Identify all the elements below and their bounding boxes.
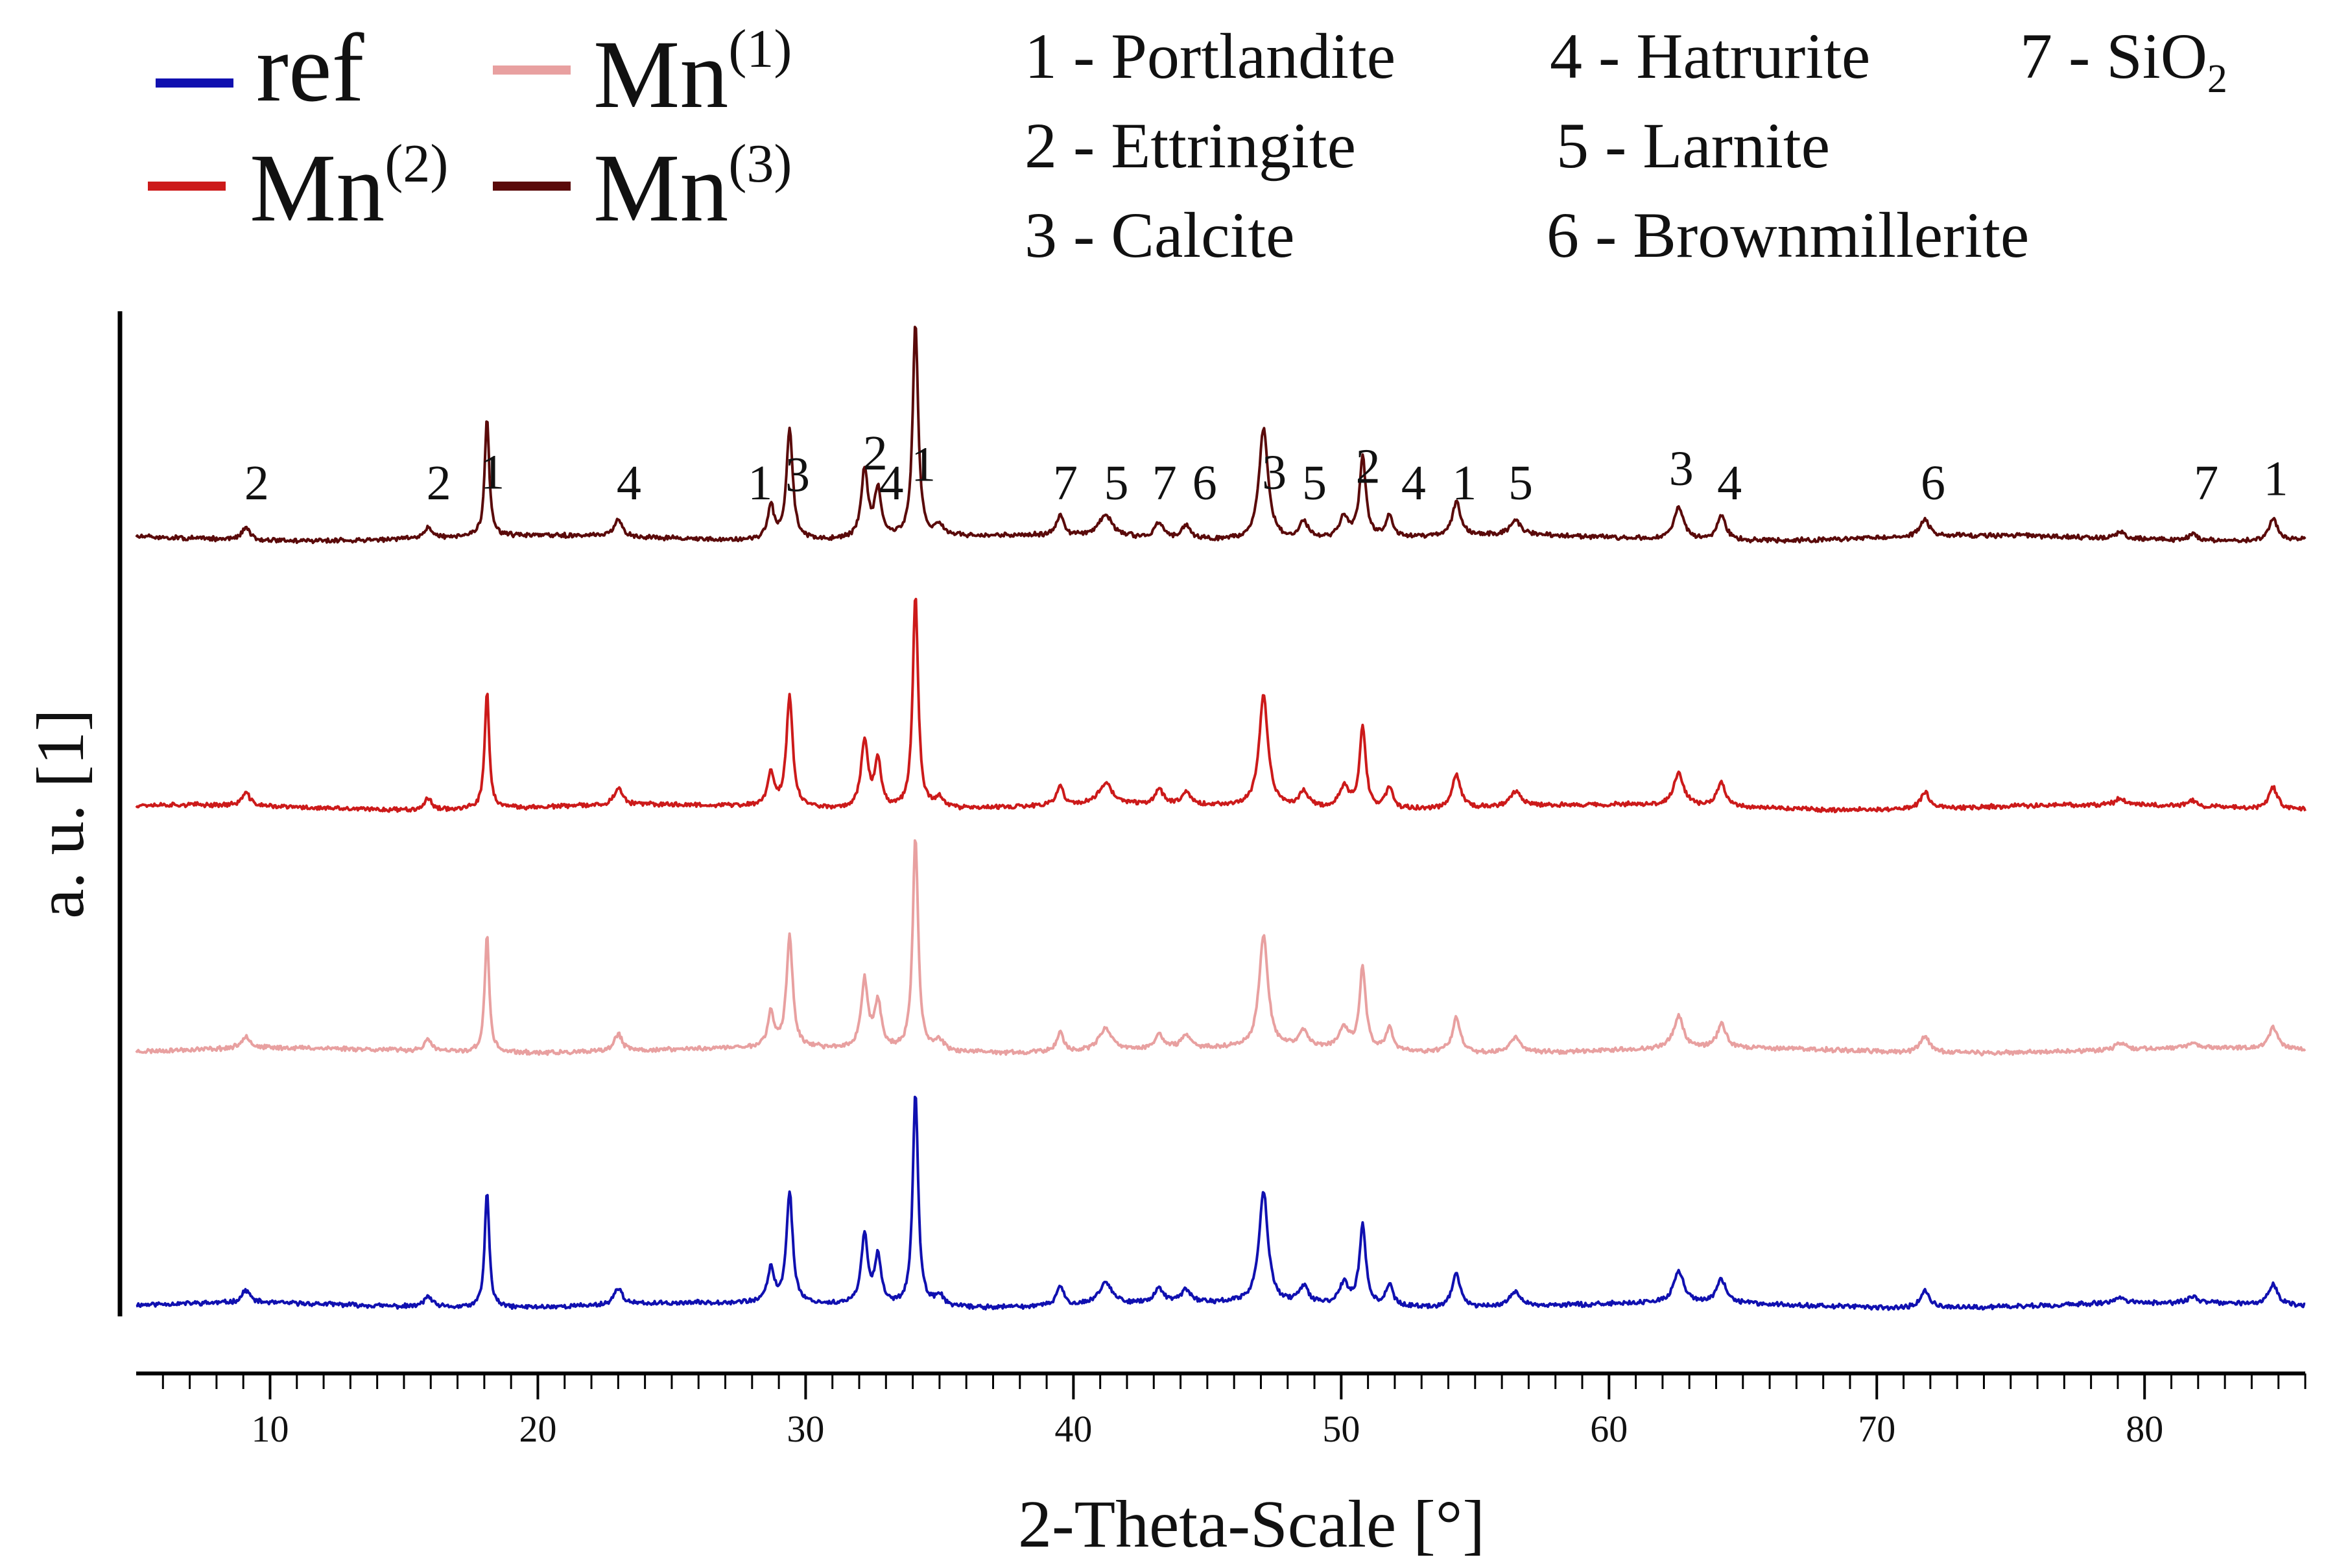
x-axis-ticks	[161, 1373, 2307, 1399]
peak-label: 7	[2194, 456, 2218, 510]
legend-entry-ref: ref	[156, 14, 364, 122]
phase-label-hatrurite: 4 - Hatrurite	[1550, 20, 1870, 92]
peak-label: 4	[1717, 456, 1742, 510]
y-axis-title: a. u. [1]	[23, 709, 98, 918]
peak-label: 1	[748, 456, 772, 510]
series-line-mn2	[135, 597, 2307, 814]
peak-label: 5	[1302, 456, 1327, 510]
series-legend: ref Mn(1) Mn(2) Mn(3)	[148, 14, 792, 242]
peak-label: 4	[879, 456, 904, 510]
peak-label: 3	[785, 447, 810, 502]
legend-label-mn3: Mn(3)	[593, 134, 792, 242]
phase-label-portlandite: 1 - Portlandite	[1025, 20, 1395, 92]
phase-label-larnite: 5 - Larnite	[1556, 110, 1830, 182]
x-tick-label: 60	[1590, 1408, 1628, 1450]
legend-label-mn1: Mn(1)	[593, 19, 792, 128]
x-axis-title: 2-Theta-Scale [°]	[1018, 1487, 1485, 1562]
peak-label: 7	[1053, 456, 1078, 510]
peak-label: 3	[1669, 442, 1694, 496]
x-axis-tick-labels: 10 20 30 40 50 60 70 80	[251, 1408, 2163, 1450]
peak-label: 7	[1152, 456, 1177, 510]
legend-entry-mn3: Mn(3)	[493, 134, 792, 242]
x-tick-label: 70	[1858, 1408, 1895, 1450]
phase-label-sio2: 7 - SiO2	[2020, 20, 2227, 101]
series-line-mn1	[135, 839, 2307, 1057]
peak-label: 5	[1508, 456, 1533, 510]
phase-label-brownmillerite: 6 - Brownmillerite	[1547, 199, 2029, 271]
x-tick-label: 40	[1054, 1408, 1092, 1450]
peak-label: 2	[1356, 440, 1381, 494]
peak-label: 1	[1452, 456, 1477, 510]
series-line-mn3	[135, 326, 2307, 545]
legend-label-ref: ref	[256, 14, 364, 122]
peak-label: 1	[911, 437, 936, 492]
legend-entry-mn2: Mn(2)	[148, 134, 448, 242]
peak-label: 2	[244, 456, 269, 510]
peak-label: 5	[1104, 456, 1128, 510]
peak-label: 6	[1193, 456, 1217, 510]
x-tick-label: 10	[251, 1408, 289, 1450]
peak-label: 6	[1921, 456, 1945, 510]
phase-label-ettringite: 2 - Ettringite	[1025, 110, 1356, 182]
phase-label-calcite: 3 - Calcite	[1025, 199, 1295, 271]
legend-entry-mn1: Mn(1)	[493, 19, 792, 128]
peak-label: 4	[617, 456, 641, 510]
x-tick-label: 50	[1322, 1408, 1360, 1450]
peak-label: 1	[2264, 452, 2288, 506]
phase-legend: 1 - Portlandite 2 - Ettringite 3 - Calci…	[1025, 20, 2227, 271]
peak-label: 4	[1401, 456, 1426, 510]
peak-label: 3	[1262, 445, 1287, 500]
x-tick-label: 80	[2126, 1408, 2163, 1450]
legend-label-mn2: Mn(2)	[250, 134, 448, 242]
x-tick-label: 20	[519, 1408, 556, 1450]
peak-label: 1	[480, 445, 504, 499]
peak-label: 2	[863, 426, 888, 481]
peak-label: 2	[427, 456, 451, 510]
x-tick-label: 30	[787, 1408, 824, 1450]
peak-annotations: 2 2 1 4 1 3 24 1 7 5 7 6 3 5 2 4 1 5 3 4 6 7 1	[244, 426, 2288, 510]
series-layer	[135, 326, 2307, 1311]
series-line-ref	[136, 1095, 2306, 1311]
